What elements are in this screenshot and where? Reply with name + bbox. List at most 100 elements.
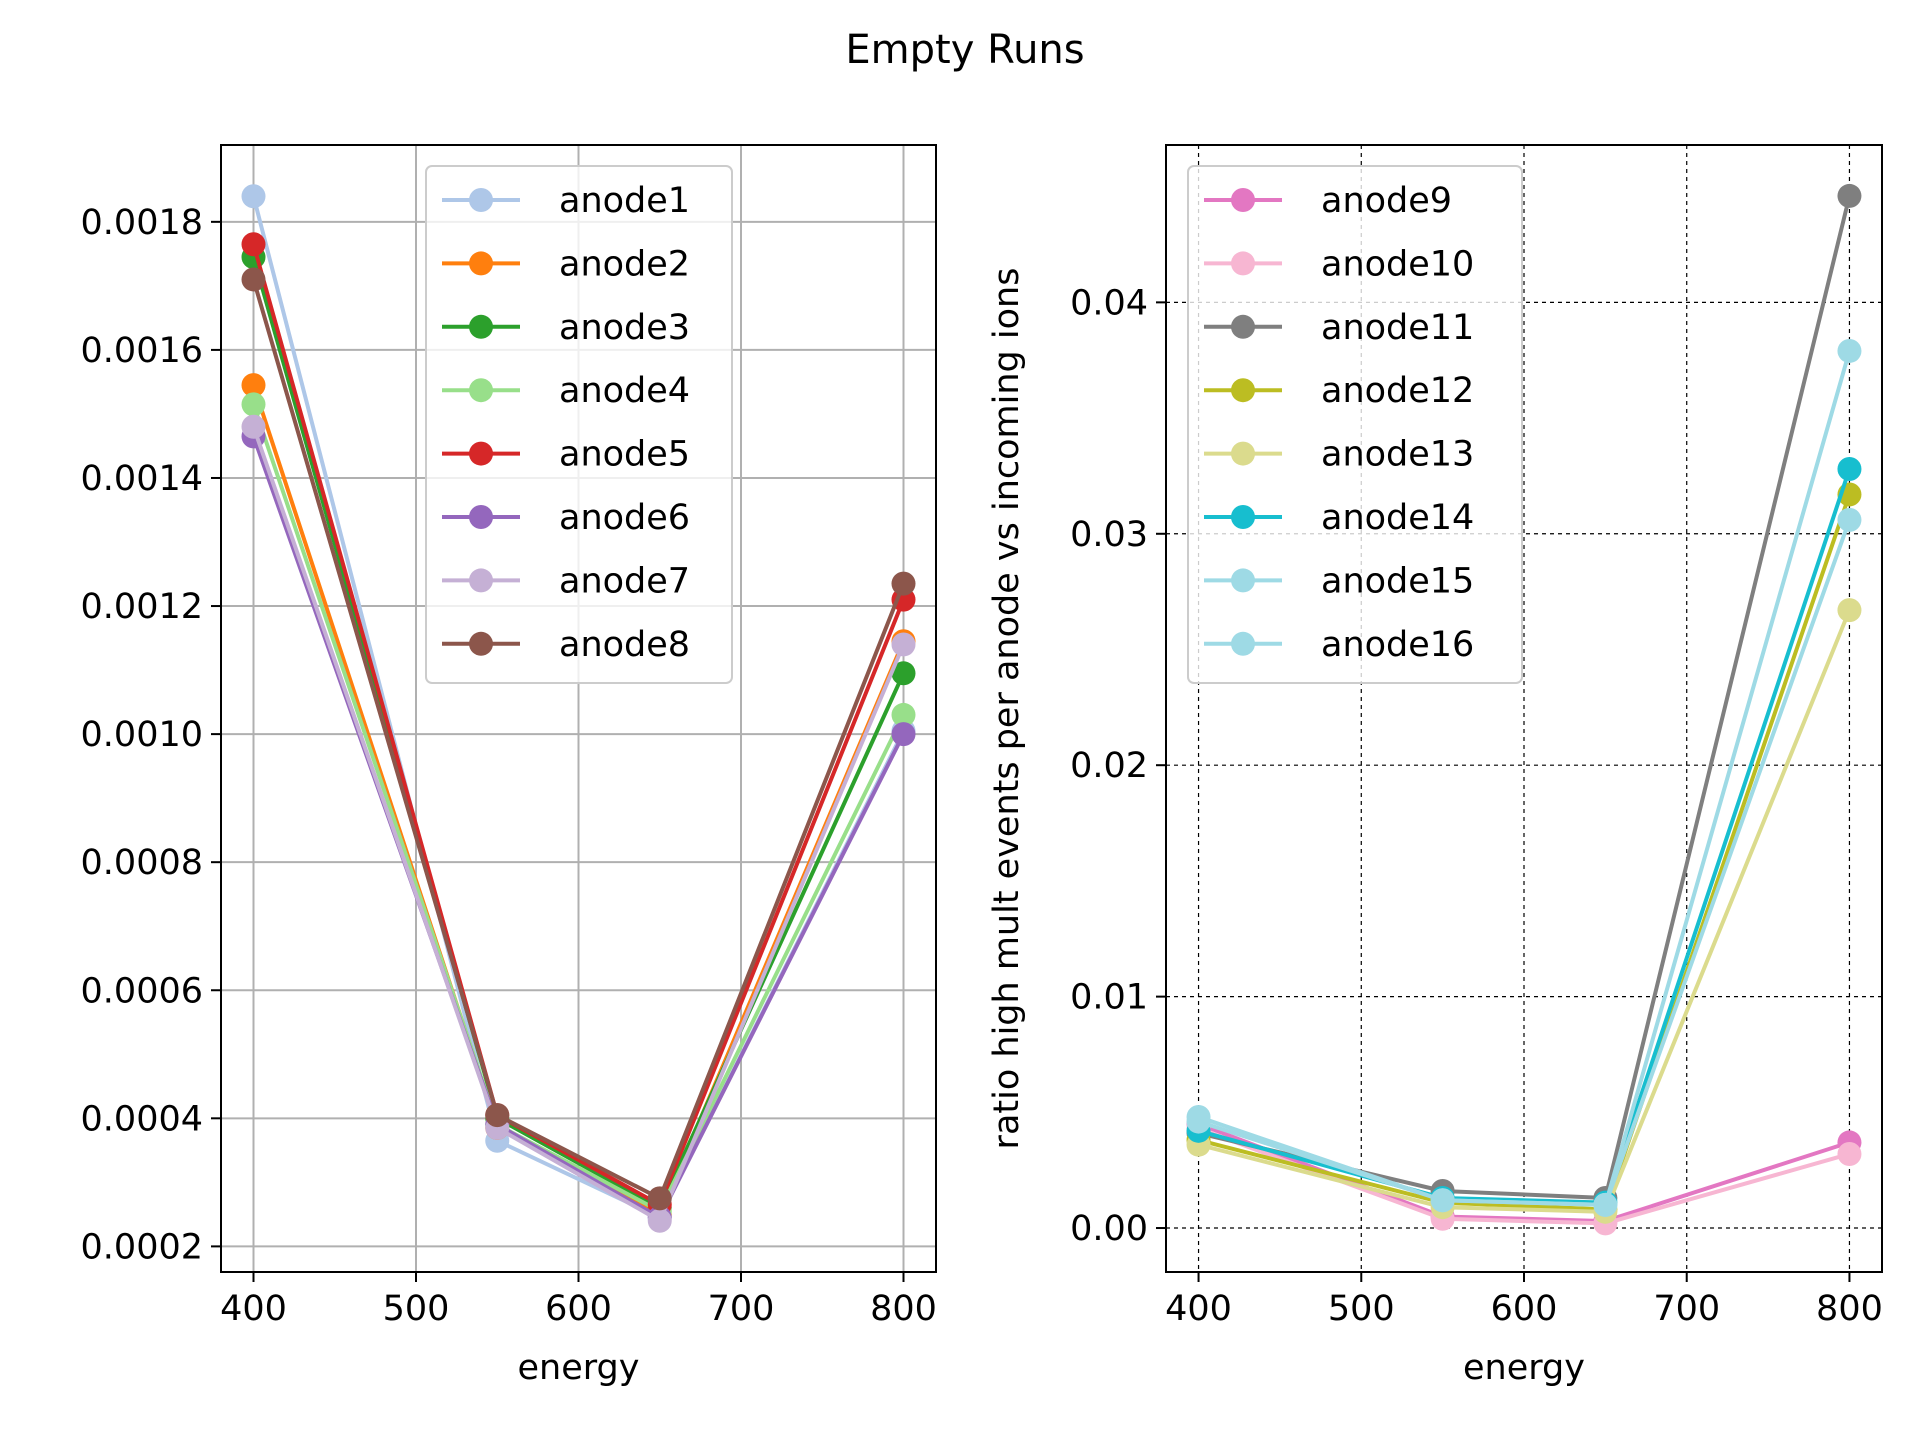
x-tick-label: 400 <box>1165 1289 1232 1329</box>
x-axis: 400 500 600 700 800 energy <box>1165 1272 1883 1388</box>
legend-label: anode8 <box>559 625 690 665</box>
data-point <box>1837 183 1862 208</box>
legend-marker <box>1231 314 1255 339</box>
series-line <box>251 403 906 1214</box>
legend-entry-anode12: anode12 <box>1204 371 1474 411</box>
data-point <box>241 184 266 209</box>
legend-entry-anode7: anode7 <box>442 561 690 601</box>
legend-marker <box>1231 505 1255 529</box>
data-point <box>1837 338 1862 363</box>
y-axis: 0.0002 0.0004 0.0006 0.0008 0.0010 0.0012 0.00… <box>81 203 221 1267</box>
legend-entry-anode11: anode11 <box>1204 308 1474 348</box>
left-subplot: 400 500 600 700 800 energy 0.0002 0.0004 0.0006 0… <box>81 144 937 1388</box>
y-tick-label: 0.0014 <box>81 459 203 499</box>
legend-label: anode15 <box>1321 561 1474 601</box>
legend-entry-anode13: anode13 <box>1204 435 1474 475</box>
series-line <box>1198 609 1852 1214</box>
legend-label: anode10 <box>1321 244 1474 284</box>
legend-marker <box>1231 188 1255 212</box>
legend-marker <box>469 378 493 403</box>
data-point <box>241 414 266 439</box>
data-point <box>1593 1192 1618 1217</box>
data-point <box>891 722 916 747</box>
legend-label: anode13 <box>1321 435 1474 475</box>
legend-entry-anode14: anode14 <box>1204 498 1474 538</box>
legend-marker <box>1231 631 1255 656</box>
data-point <box>1430 1188 1455 1213</box>
legend-marker <box>1231 378 1255 403</box>
right-subplot: 400 500 600 700 800energy0.000.010.020.030.0… <box>987 144 1883 1388</box>
y-tick-label: 0.0006 <box>81 971 203 1011</box>
series-anode8 <box>241 267 916 1211</box>
series-line <box>251 278 906 1201</box>
data-point <box>1837 507 1862 532</box>
legend-marker <box>469 568 493 593</box>
y-axis: 0.00 0.01 0.02 0.03 0.04 ratio high mult even… <box>987 268 1166 1249</box>
legend-label: anode14 <box>1321 498 1474 538</box>
series-line <box>1197 1126 1851 1226</box>
x-tick-label: 700 <box>1653 1289 1720 1329</box>
legend-marker <box>1231 251 1255 276</box>
y-tick-label: 0.0012 <box>81 587 203 627</box>
x-tick-label: 400 <box>220 1289 287 1329</box>
x-tick-label: 600 <box>545 1289 612 1329</box>
series-line <box>1197 350 1852 1207</box>
data-point <box>891 661 916 686</box>
data-point <box>891 571 916 596</box>
series-line <box>251 256 906 1210</box>
series-line <box>1198 493 1852 1212</box>
legend-box <box>425 165 733 684</box>
data-point <box>485 1103 510 1128</box>
x-tick-label: 600 <box>1491 1289 1558 1329</box>
legend-entry-anode3: anode3 <box>442 308 690 348</box>
data-point <box>647 1208 672 1233</box>
legend-label: anode6 <box>559 498 690 538</box>
legend-entry-anode6: anode6 <box>442 498 690 538</box>
series-group <box>241 184 916 1233</box>
legend-entry-anode8: anode8 <box>442 625 690 665</box>
legend-entry-anode9: anode9 <box>1204 181 1452 221</box>
data-point <box>1186 1104 1211 1129</box>
legend-entry-anode4: anode4 <box>442 371 690 411</box>
data-point <box>1837 598 1862 623</box>
legend-entry-anode16: anode16 <box>1204 625 1474 665</box>
y-tick-label: 0.03 <box>1070 515 1148 555</box>
series-line <box>1198 468 1852 1205</box>
y-tick-label: 0.02 <box>1070 746 1148 786</box>
data-point <box>241 232 266 257</box>
y-axis-label: ratio high mult events per anode vs inco… <box>987 268 1027 1150</box>
legend-label: anode1 <box>559 181 690 221</box>
y-tick-label: 0.0004 <box>81 1099 203 1139</box>
legend-entry-anode5: anode5 <box>442 435 690 475</box>
x-axis-label: energy <box>1463 1348 1585 1388</box>
data-point <box>241 392 266 417</box>
series-group <box>1186 183 1862 1236</box>
legend-entry-anode10: anode10 <box>1204 244 1474 284</box>
legend-label: anode11 <box>1321 308 1474 348</box>
x-tick-label: 800 <box>870 1289 937 1329</box>
legend-entry-anode2: anode2 <box>442 244 690 284</box>
y-tick-label: 0.0002 <box>81 1227 203 1267</box>
legend-marker <box>469 505 493 529</box>
legend-entry-anode15: anode15 <box>1204 561 1474 601</box>
legend-marker <box>469 314 493 339</box>
y-tick-label: 0.00 <box>1070 1209 1148 1249</box>
x-tick-label: 500 <box>383 1289 450 1329</box>
data-point <box>891 632 916 657</box>
y-tick-label: 0.04 <box>1070 283 1148 323</box>
series-anode16 <box>1186 338 1862 1217</box>
legend-label: anode3 <box>559 308 690 348</box>
legend-label: anode7 <box>559 561 690 601</box>
figure-title: Empty Runs <box>845 27 1084 73</box>
legend-entry-anode1: anode1 <box>442 181 690 221</box>
x-axis-label: energy <box>518 1348 640 1388</box>
y-tick-label: 0.0018 <box>81 203 203 243</box>
series-line <box>251 243 906 1207</box>
x-tick-label: 700 <box>708 1289 775 1329</box>
data-point <box>1837 456 1862 481</box>
legend-marker <box>469 631 493 656</box>
y-tick-label: 0.01 <box>1070 978 1148 1018</box>
legend-box <box>1187 165 1523 684</box>
